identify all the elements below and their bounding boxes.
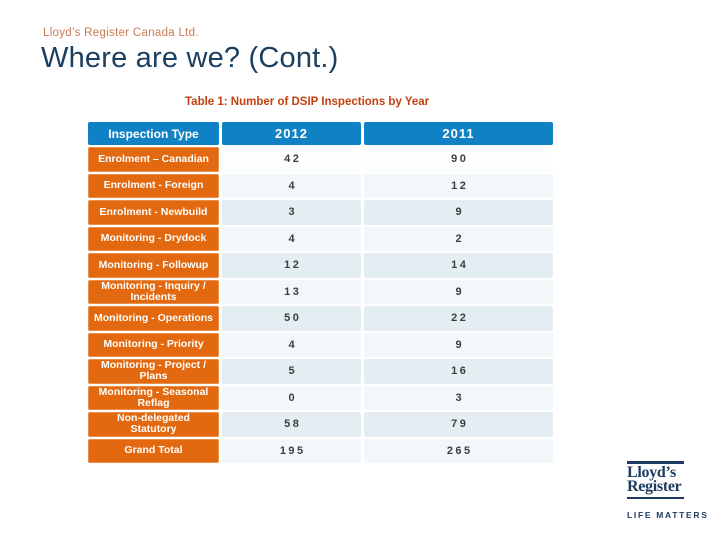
header-cell-2012: 2012 — [222, 122, 361, 145]
row-label-cell: Enrolment - Newbuild — [88, 200, 219, 225]
page-title: Where are we? (Cont.) — [41, 42, 339, 74]
value-cell-2012: 5 — [222, 359, 361, 384]
value-cell-2011: 79 — [364, 412, 553, 437]
header-cell-2011: 2011 — [364, 122, 553, 145]
logo-rule-bottom — [627, 496, 684, 499]
logo-wordmark-line2: Register — [627, 478, 682, 495]
row-label-cell: Enrolment – Canadian — [88, 147, 219, 172]
value-cell-2012: 4 — [222, 173, 361, 198]
value-cell-2012: 58 — [222, 412, 361, 437]
table-row: Enrolment - Newbuild 3 9 — [88, 200, 553, 225]
value-cell-2012: 12 — [222, 253, 361, 278]
table-row: Non-delegated Statutory 58 79 — [88, 412, 553, 437]
value-cell-2011: 9 — [364, 332, 553, 357]
table-row: Monitoring - Priority 4 9 — [88, 332, 553, 357]
header-cell-inspection-type: Inspection Type — [88, 122, 219, 145]
table-row: Monitoring - Inquiry / Incidents 13 9 — [88, 279, 553, 304]
value-cell-2012: 4 — [222, 226, 361, 251]
table-header-row: Inspection Type 2012 2011 — [88, 122, 553, 145]
logo-wordmark: Lloyd’s Register — [627, 463, 709, 495]
value-cell-2012: 13 — [222, 279, 361, 304]
value-cell-2011: 3 — [364, 385, 553, 410]
table-caption: Table 1: Number of DSIP Inspections by Y… — [185, 96, 430, 108]
lloyds-register-logo: Lloyd’s Register LIFE MATTERS — [627, 461, 709, 520]
table-row-grand-total: Grand Total 195 265 — [88, 438, 553, 463]
value-cell-2012: 4 — [222, 332, 361, 357]
table-row: Enrolment – Canadian 42 90 — [88, 147, 553, 172]
value-cell-2011: 22 — [364, 306, 553, 331]
table-row: Monitoring - Drydock 4 2 — [88, 226, 553, 251]
table-row: Enrolment - Foreign 4 12 — [88, 173, 553, 198]
row-label-cell: Monitoring - Inquiry / Incidents — [88, 279, 219, 304]
value-cell-2012: 42 — [222, 147, 361, 172]
value-cell-2011: 14 — [364, 253, 553, 278]
value-cell-2011: 12 — [364, 173, 553, 198]
value-cell-2011: 9 — [364, 279, 553, 304]
value-cell-2012: 195 — [222, 438, 361, 463]
row-label-cell: Monitoring - Operations — [88, 306, 219, 331]
value-cell-2011: 9 — [364, 200, 553, 225]
row-label-cell: Enrolment - Foreign — [88, 173, 219, 198]
row-label-cell: Monitoring - Seasonal Reflag — [88, 385, 219, 410]
value-cell-2011: 265 — [364, 438, 553, 463]
value-cell-2012: 0 — [222, 385, 361, 410]
row-label-cell: Grand Total — [88, 438, 219, 463]
value-cell-2011: 16 — [364, 359, 553, 384]
value-cell-2012: 3 — [222, 200, 361, 225]
value-cell-2012: 50 — [222, 306, 361, 331]
row-label-cell: Monitoring - Project / Plans — [88, 359, 219, 384]
logo-wordmark-line1: Lloyd’s — [627, 463, 676, 481]
table-row: Monitoring - Seasonal Reflag 0 3 — [88, 385, 553, 410]
value-cell-2011: 2 — [364, 226, 553, 251]
logo-rule-top — [627, 461, 684, 464]
row-label-cell: Monitoring - Followup — [88, 253, 219, 278]
table-row: Monitoring - Operations 50 22 — [88, 306, 553, 331]
row-label-cell: Monitoring - Priority — [88, 332, 219, 357]
logo-tagline: LIFE MATTERS — [627, 510, 709, 520]
value-cell-2011: 90 — [364, 147, 553, 172]
row-label-cell: Non-delegated Statutory — [88, 412, 219, 437]
table-row: Monitoring - Project / Plans 5 16 — [88, 359, 553, 384]
inspections-table: Inspection Type 2012 2011 Enrolment – Ca… — [88, 122, 553, 463]
row-label-cell: Monitoring - Drydock — [88, 226, 219, 251]
eyebrow-text: Lloyd’s Register Canada Ltd. — [43, 27, 199, 39]
table-row: Monitoring - Followup 12 14 — [88, 253, 553, 278]
